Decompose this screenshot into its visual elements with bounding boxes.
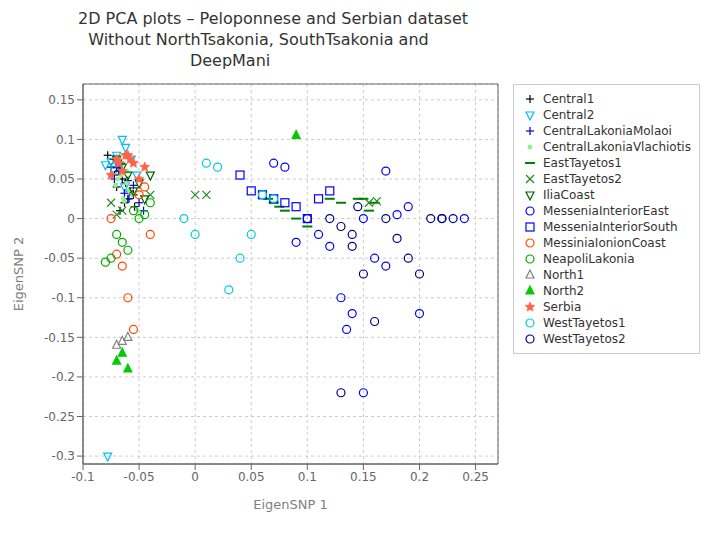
html-text:Serbia: Serbia: [543, 300, 582, 314]
svg-text:0: 0: [191, 470, 199, 484]
html-text:EastTayetos2: EastTayetos2: [543, 172, 622, 186]
html-text:North1: North1: [543, 268, 585, 282]
svg-text:0.1: 0.1: [298, 470, 317, 484]
html-text:Central1: Central1: [543, 92, 595, 106]
svg-text:0.2: 0.2: [410, 470, 429, 484]
html-text:2D PCA plots – Peloponnese and: 2D PCA plots – Peloponnese and Serbian d…: [78, 9, 468, 28]
svg-text:0.05: 0.05: [48, 172, 75, 186]
html-text:Without NorthTsakonia, SouthTs: Without NorthTsakonia, SouthTsakonia and: [78, 30, 429, 49]
svg-text:-0.15: -0.15: [44, 331, 75, 345]
svg-text:0.15: 0.15: [48, 93, 75, 107]
svg-text:-0.3: -0.3: [52, 449, 75, 463]
svg-text:0.1: 0.1: [56, 133, 75, 147]
html-text:North2: North2: [543, 284, 585, 298]
svg-text:0.25: 0.25: [462, 470, 489, 484]
svg-text:0: 0: [67, 212, 75, 226]
html-text:MessiniaIonionCoast: MessiniaIonionCoast: [543, 236, 666, 250]
svg-text:-0.2: -0.2: [52, 370, 75, 384]
html-text:IliaCoast: IliaCoast: [543, 188, 595, 202]
svg-text:EigenSNP 2: EigenSNP 2: [11, 237, 26, 312]
html-text:DeepMani: DeepMani: [78, 51, 271, 70]
svg-text:-0.1: -0.1: [71, 470, 94, 484]
svg-text:0.05: 0.05: [238, 470, 265, 484]
html-text:NeapoliLakonia: NeapoliLakonia: [543, 252, 635, 266]
svg-text:-0.25: -0.25: [44, 410, 75, 424]
svg-text:-0.05: -0.05: [124, 470, 155, 484]
html-text:EastTayetos1: EastTayetos1: [543, 156, 622, 170]
html-text:MesseniaInteriorEast: MesseniaInteriorEast: [543, 204, 669, 218]
html-text:WestTayetos2: WestTayetos2: [543, 332, 626, 346]
svg-text:0.15: 0.15: [350, 470, 377, 484]
html-text:Central2: Central2: [543, 108, 595, 122]
svg-text:EigenSNP 1: EigenSNP 1: [253, 497, 328, 512]
html-text:CentralLakoniaVlachiotis: CentralLakoniaVlachiotis: [543, 140, 691, 154]
html-text:MesseniaInteriorSouth: MesseniaInteriorSouth: [543, 220, 678, 234]
svg-text:-0.05: -0.05: [44, 251, 75, 265]
svg-text:-0.1: -0.1: [52, 291, 75, 305]
html-text:CentralLakoniaMolaoi: CentralLakoniaMolaoi: [543, 124, 672, 138]
html-text:WestTayetos1: WestTayetos1: [543, 316, 626, 330]
